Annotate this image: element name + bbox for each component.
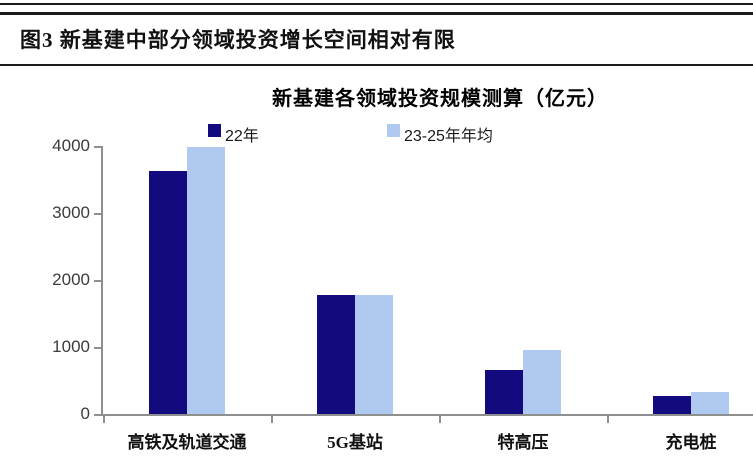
- y-tick: [94, 213, 102, 215]
- x-category-label: 充电桩: [665, 433, 717, 452]
- chart-title: 新基建各领域投资规模测算（亿元）: [272, 88, 608, 110]
- y-axis-tick-label: 0: [80, 404, 90, 423]
- bar-23-25avg: [523, 349, 561, 414]
- y-tick: [94, 347, 102, 349]
- legend-swatch-dark: [208, 124, 221, 137]
- y-tick: [94, 280, 102, 282]
- y-axis: [101, 146, 103, 416]
- x-tick: [607, 416, 609, 423]
- y-axis-tick-label: 3000: [52, 203, 90, 222]
- x-tick: [103, 416, 105, 423]
- y-axis-tick-label: 1000: [52, 337, 90, 356]
- header-bottom-rule: [0, 64, 753, 66]
- x-category-label: 特高压: [497, 433, 549, 452]
- bar-22year: [653, 395, 691, 414]
- top-rule-thin: [0, 3, 753, 5]
- bar-23-25avg: [691, 391, 729, 414]
- legend-label: 22年: [225, 128, 259, 145]
- y-tick: [94, 146, 102, 148]
- legend-label: 23-25年年均: [404, 128, 493, 145]
- x-category-label: 高铁及轨道交通: [127, 433, 247, 452]
- x-tick: [271, 416, 273, 423]
- bar-22year: [149, 171, 187, 414]
- y-tick: [94, 414, 102, 416]
- top-rule-thick: [0, 12, 753, 15]
- x-category-label: 5G基站: [327, 433, 383, 452]
- bar-22year: [317, 294, 355, 414]
- x-axis: [101, 414, 753, 416]
- bar-22year: [485, 370, 523, 414]
- y-axis-tick-label: 4000: [52, 136, 90, 155]
- bar-23-25avg: [187, 147, 225, 414]
- figure-title: 图3 新基建中部分领域投资增长空间相对有限: [20, 28, 456, 52]
- bar-23-25avg: [355, 294, 393, 414]
- legend-swatch-light: [387, 124, 400, 137]
- x-tick: [439, 416, 441, 423]
- y-axis-tick-label: 2000: [52, 270, 90, 289]
